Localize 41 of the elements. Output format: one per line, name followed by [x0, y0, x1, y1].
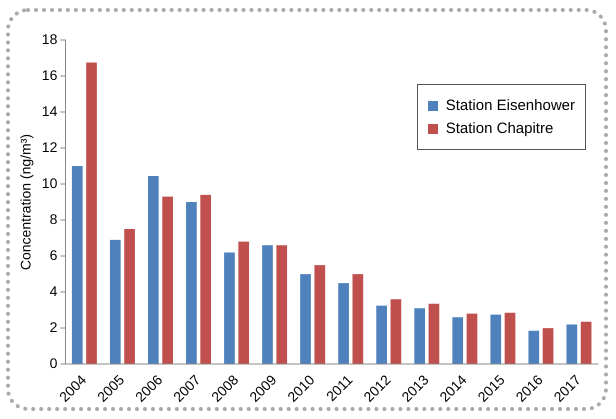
bar — [124, 229, 135, 364]
bar — [162, 196, 173, 364]
bar — [262, 245, 273, 364]
bar — [110, 240, 121, 364]
y-tick-label: 18 — [42, 30, 58, 47]
bar — [86, 62, 97, 364]
bar — [238, 242, 250, 364]
bar — [186, 202, 197, 364]
bar — [528, 330, 540, 364]
bar — [428, 304, 440, 364]
y-tick-label: 4 — [50, 282, 58, 299]
bar — [490, 314, 502, 364]
y-tick-label: 6 — [50, 246, 58, 263]
bar — [314, 265, 326, 364]
bar — [566, 324, 578, 364]
bar — [224, 252, 235, 364]
bar — [72, 166, 83, 364]
bar — [148, 176, 159, 364]
bar — [300, 274, 311, 364]
bar — [580, 322, 592, 364]
bar — [452, 317, 464, 364]
bar — [352, 274, 364, 364]
bar — [276, 245, 288, 364]
bar — [338, 283, 349, 364]
bar — [542, 328, 554, 364]
y-tick-label: 16 — [42, 66, 58, 83]
bar — [200, 194, 212, 364]
bar — [466, 314, 478, 364]
bar — [376, 306, 387, 364]
y-tick-label: 0 — [50, 354, 58, 371]
bar — [504, 312, 516, 364]
y-tick-label: 8 — [50, 210, 58, 227]
y-tick-label: 14 — [42, 102, 58, 119]
y-tick-label: 12 — [42, 138, 58, 155]
legend-label: Station Eisenhower — [446, 97, 575, 114]
bar — [390, 299, 402, 364]
bar — [414, 308, 426, 364]
y-tick-label: 2 — [50, 318, 58, 335]
y-tick-label: 10 — [42, 174, 58, 191]
legend-label: Station Chapitre — [446, 120, 554, 137]
y-axis-title: Concentration (ng/m³) — [17, 134, 34, 270]
